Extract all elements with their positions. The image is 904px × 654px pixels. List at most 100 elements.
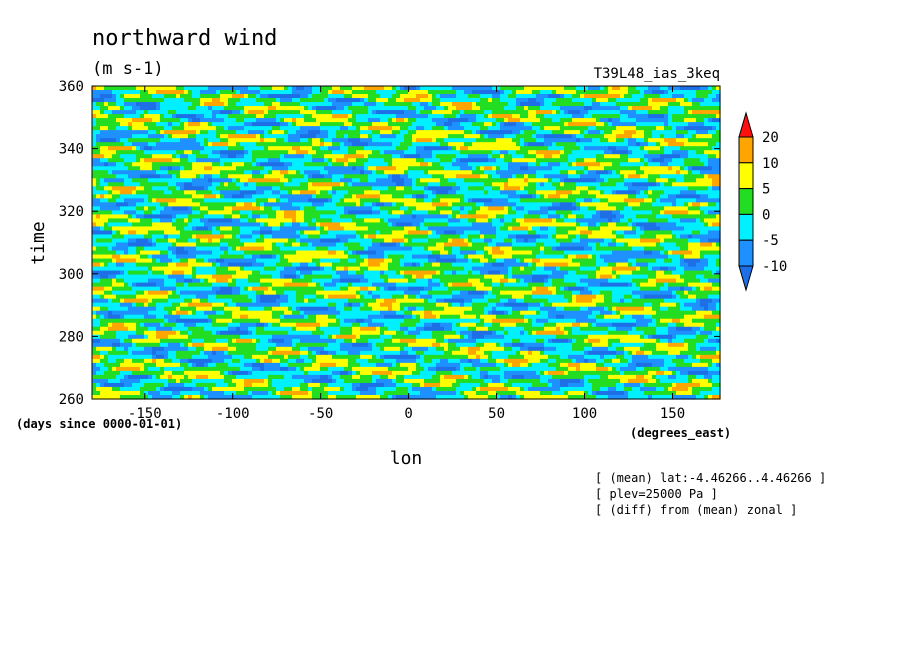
- heatmap-cell: [472, 174, 477, 179]
- heatmap-cell: [396, 142, 401, 147]
- heatmap-cell: [620, 166, 625, 171]
- heatmap-cell: [288, 90, 293, 95]
- heatmap-cell: [236, 190, 241, 195]
- heatmap-cell: [268, 134, 273, 139]
- heatmap-cell: [372, 198, 377, 203]
- heatmap-cell: [488, 114, 493, 119]
- heatmap-cell: [228, 150, 233, 155]
- heatmap-cell: [580, 186, 585, 191]
- heatmap-cell: [324, 150, 329, 155]
- heatmap-cell: [348, 198, 353, 203]
- heatmap-cell: [244, 90, 249, 95]
- heatmap-cell: [408, 202, 413, 207]
- heatmap-cell: [652, 174, 657, 179]
- heatmap-cell: [656, 130, 661, 135]
- heatmap-cell: [360, 186, 365, 191]
- heatmap-cell: [576, 198, 581, 203]
- heatmap-cell: [616, 142, 621, 147]
- heatmap-cell: [648, 150, 653, 155]
- heatmap-cell: [120, 94, 125, 99]
- heatmap-cell: [576, 186, 581, 191]
- heatmap-cell: [556, 190, 561, 195]
- heatmap-cell: [584, 134, 589, 139]
- heatmap-cell: [200, 94, 205, 99]
- heatmap-cell: [692, 98, 697, 103]
- heatmap-cell: [264, 174, 269, 179]
- heatmap-cell: [268, 210, 273, 216]
- heatmap-cell: [508, 114, 513, 119]
- heatmap-cell: [184, 198, 189, 203]
- heatmap-cell: [680, 194, 685, 199]
- heatmap-cell: [292, 90, 297, 95]
- heatmap-cell: [452, 178, 457, 183]
- heatmap-cell: [628, 206, 633, 211]
- heatmap-cell: [324, 166, 329, 171]
- heatmap-cell: [388, 154, 393, 159]
- heatmap-cell: [520, 138, 525, 143]
- heatmap-cell: [364, 190, 369, 195]
- heatmap-cell: [172, 154, 177, 159]
- heatmap-cell: [404, 98, 409, 103]
- heatmap-cell: [476, 194, 481, 199]
- heatmap-cell: [644, 150, 649, 155]
- heatmap-cell: [388, 102, 393, 107]
- heatmap-cell: [436, 210, 441, 216]
- heatmap-cell: [568, 210, 573, 216]
- heatmap-cell: [432, 170, 437, 175]
- heatmap-cell: [180, 106, 185, 111]
- heatmap-cell: [252, 110, 257, 115]
- heatmap-cell: [396, 126, 401, 131]
- heatmap-cell: [584, 142, 589, 147]
- heatmap-cell: [120, 138, 125, 143]
- heatmap-cell: [128, 130, 133, 135]
- heatmap-cell: [224, 194, 229, 199]
- heatmap-cell: [424, 102, 429, 107]
- heatmap-cell: [140, 102, 145, 107]
- heatmap-cell: [312, 194, 317, 199]
- heatmap-cell: [528, 170, 533, 175]
- heatmap-cell: [268, 182, 273, 187]
- heatmap-cell: [188, 154, 193, 159]
- heatmap-cell: [600, 170, 605, 175]
- heatmap-cell: [476, 138, 481, 143]
- heatmap-cell: [436, 94, 441, 99]
- heatmap-cell: [224, 206, 229, 211]
- heatmap-cell: [384, 86, 389, 91]
- heatmap-cell: [436, 158, 441, 163]
- heatmap-cell: [312, 106, 317, 111]
- heatmap-cell: [136, 166, 141, 171]
- heatmap-cell: [696, 138, 701, 143]
- heatmap-cell: [488, 126, 493, 131]
- heatmap-cell: [284, 98, 289, 103]
- heatmap-cell: [356, 90, 361, 95]
- heatmap-cell: [492, 86, 497, 91]
- heatmap-cell: [276, 86, 281, 91]
- heatmap-cell: [536, 98, 541, 103]
- heatmap-cell: [328, 150, 333, 155]
- heatmap-cell: [304, 110, 309, 115]
- heatmap-cell: [588, 138, 593, 143]
- heatmap-cell: [448, 142, 453, 147]
- heatmap-cell: [300, 138, 305, 143]
- heatmap-cell: [704, 98, 709, 103]
- heatmap-cell: [584, 154, 589, 159]
- heatmap-cell: [144, 138, 149, 143]
- heatmap-cell: [184, 130, 189, 135]
- heatmap-cell: [472, 198, 477, 203]
- heatmap-cell: [616, 114, 621, 119]
- heatmap-cell: [156, 202, 161, 207]
- heatmap-cell: [256, 206, 261, 211]
- heatmap-cell: [96, 202, 101, 207]
- heatmap-cell: [268, 150, 273, 155]
- heatmap-cell: [224, 210, 229, 216]
- heatmap-cell: [100, 190, 105, 195]
- heatmap-cell: [348, 194, 353, 199]
- heatmap-cell: [356, 150, 361, 155]
- heatmap-cell: [540, 198, 545, 203]
- heatmap-cell: [328, 114, 333, 119]
- heatmap-cell: [596, 126, 601, 131]
- heatmap-cell: [504, 118, 509, 123]
- heatmap-cell: [560, 186, 565, 191]
- heatmap-cell: [416, 210, 421, 216]
- heatmap-cell: [644, 166, 649, 171]
